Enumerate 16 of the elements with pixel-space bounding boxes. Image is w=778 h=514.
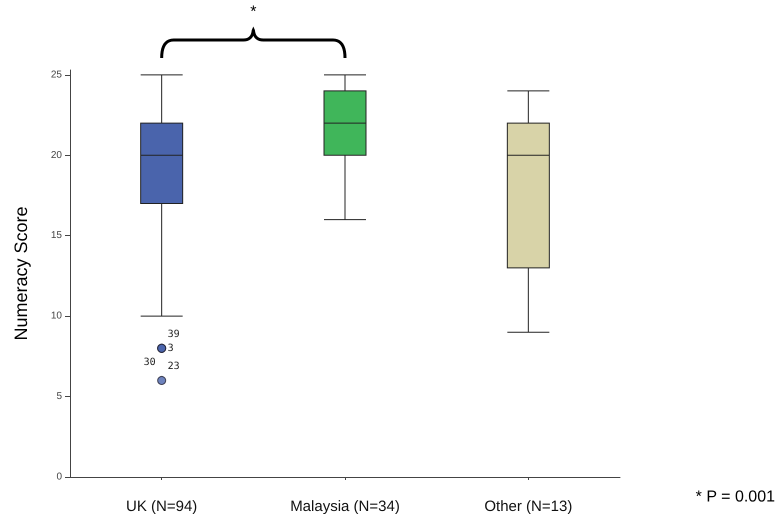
annotation: 3 xyxy=(168,342,174,354)
y-tick-label: 15 xyxy=(50,230,62,242)
annotation: 30 xyxy=(144,356,156,368)
x-tick-label: Other (N=13) xyxy=(484,498,572,514)
y-axis-title: Numeracy Score xyxy=(11,206,31,341)
text: * P = 0.001 xyxy=(696,488,776,506)
annotation: 39 xyxy=(168,328,180,340)
y-tick-label: 5 xyxy=(56,391,62,402)
annotation: 23 xyxy=(168,360,180,372)
text: * xyxy=(250,4,256,20)
y-tick-label: 25 xyxy=(50,69,62,80)
y-tick-label: 20 xyxy=(50,150,62,161)
x-tick-label: UK (N=94) xyxy=(126,498,198,514)
y-tick-label: 0 xyxy=(56,472,62,482)
y-tick-label: 10 xyxy=(50,310,62,322)
x-tick-label: Malaysia (N=34) xyxy=(290,498,400,514)
